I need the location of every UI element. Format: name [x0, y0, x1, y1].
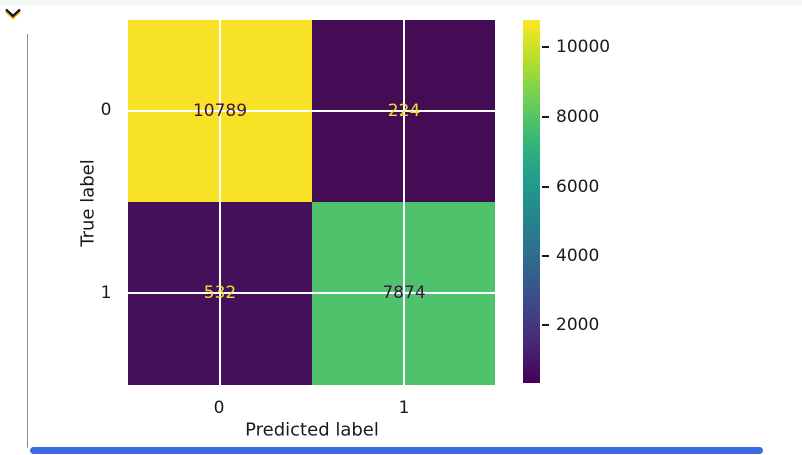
horizontal-scrollbar[interactable]: [30, 447, 763, 454]
colorbar-tick-label: 2000: [556, 315, 600, 335]
cell-top-strip: [0, 0, 802, 5]
y-axis-label: True label: [77, 159, 99, 247]
colorbar-tick-mark: [542, 255, 549, 257]
y-tick-label-1: 1: [100, 283, 112, 303]
collapse-output-chevron-icon[interactable]: [3, 5, 23, 23]
cell-value-1-0: 532: [203, 283, 237, 303]
colorbar-tick-mark: [542, 116, 549, 118]
colorbar-tick-label: 4000: [556, 246, 600, 266]
colorbar-tick-label: 6000: [556, 177, 600, 197]
y-tick-label-0: 0: [100, 100, 112, 120]
colorbar-tick-mark: [542, 46, 549, 48]
confusion-matrix-heatmap: 10789 224 532 7874: [128, 20, 495, 385]
gridline-horizontal-row1: [128, 292, 495, 294]
colorbar-tick-label: 10000: [556, 37, 611, 57]
x-tick-label-0: 0: [213, 398, 225, 418]
x-tick-label-1: 1: [398, 398, 410, 418]
colorbar-tick-mark: [542, 186, 549, 188]
colorbar-tick-mark: [542, 324, 549, 326]
colorbar: [523, 20, 540, 383]
cell-value-0-0: 10789: [192, 101, 248, 121]
x-axis-label: Predicted label: [245, 419, 379, 441]
gridline-horizontal-row0: [128, 110, 495, 112]
gridline-vertical-col0: [219, 20, 221, 385]
cell-value-0-1: 224: [387, 101, 421, 121]
cell-gutter-line: [27, 34, 28, 448]
colorbar-tick-label: 8000: [556, 107, 600, 127]
gridline-vertical-col1: [403, 20, 405, 385]
cell-value-1-1: 7874: [382, 283, 426, 303]
